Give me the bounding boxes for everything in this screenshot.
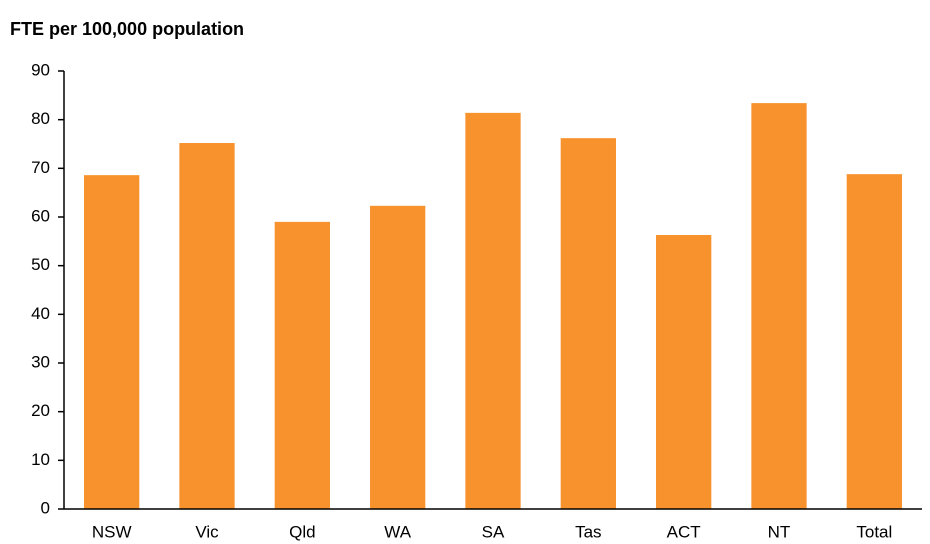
bar: [751, 103, 807, 510]
bar: [846, 174, 902, 509]
bar: [84, 175, 140, 509]
x-tick-label: Vic: [195, 522, 219, 541]
y-tick-label: 20: [31, 401, 50, 420]
y-tick-label: 90: [31, 60, 50, 79]
bar: [370, 205, 426, 509]
bar: [560, 138, 616, 509]
x-tick-label: NSW: [92, 522, 132, 541]
y-tick-label: 40: [31, 304, 50, 323]
x-tick-label: NT: [768, 522, 791, 541]
bar: [656, 235, 712, 510]
x-tick-label: Total: [856, 522, 892, 541]
y-tick-label: 60: [31, 206, 50, 225]
y-tick-label: 50: [31, 255, 50, 274]
bar: [274, 221, 330, 509]
chart-title: FTE per 100,000 population: [10, 19, 244, 39]
x-tick-label: Qld: [289, 522, 315, 541]
y-tick-label: 80: [31, 109, 50, 128]
x-tick-label: Tas: [575, 522, 601, 541]
bar: [179, 143, 235, 509]
x-tick-label: ACT: [667, 522, 701, 541]
y-tick-label: 0: [41, 498, 50, 517]
x-tick-label: WA: [384, 522, 411, 541]
y-tick-label: 10: [31, 450, 50, 469]
y-tick-label: 70: [31, 158, 50, 177]
x-tick-label: SA: [482, 522, 505, 541]
y-tick-label: 30: [31, 352, 50, 371]
bar: [465, 112, 521, 509]
